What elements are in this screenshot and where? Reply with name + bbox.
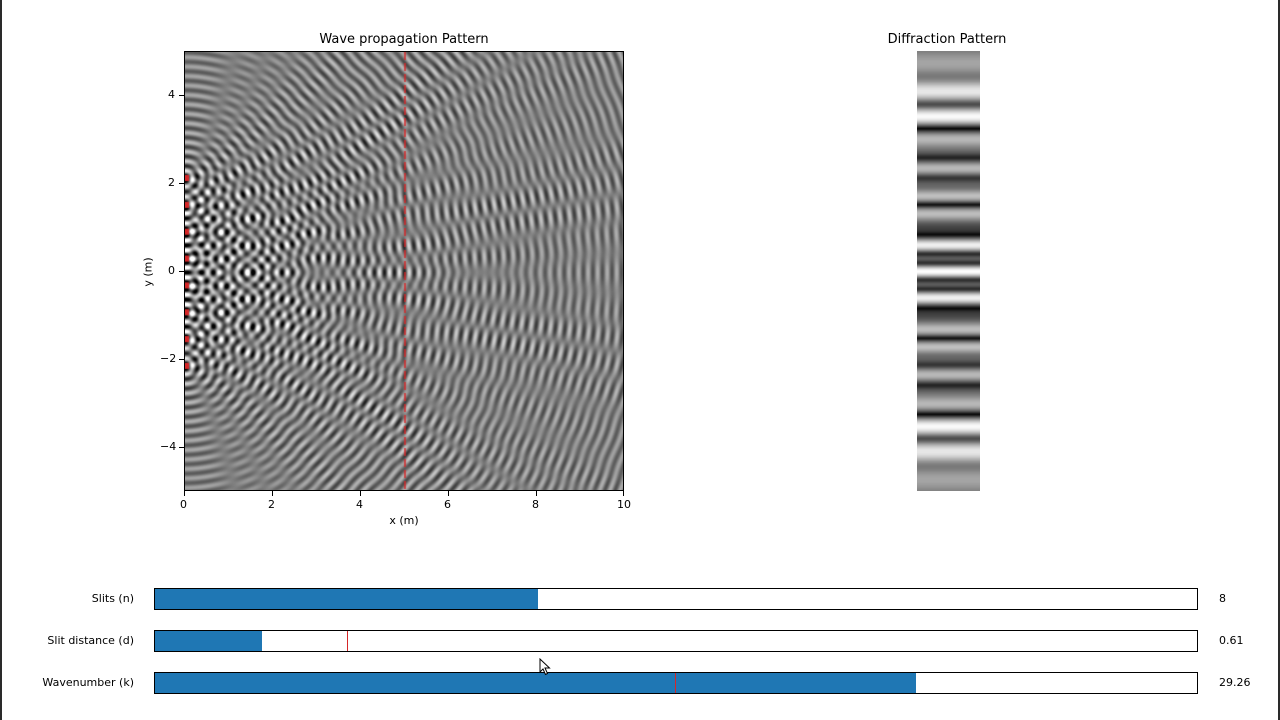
slider-value-slit-distance: 0.61: [1219, 634, 1244, 647]
slider-value-slits: 8: [1219, 592, 1226, 605]
y-tick: [179, 271, 184, 272]
slider-label-wavenumber: Wavenumber (k): [42, 676, 134, 689]
wavenumber-slider[interactable]: [154, 672, 1198, 694]
slider-label-slit-distance: Slit distance (d): [47, 634, 134, 647]
wavenumber-slider-fill: [155, 673, 916, 693]
slit-distance-slider-fill: [155, 631, 263, 651]
x-tick-label: 0: [180, 498, 187, 511]
y-tick: [179, 95, 184, 96]
x-tick: [272, 491, 273, 496]
y-tick-label: −4: [160, 440, 177, 453]
y-tick-label: 2: [168, 176, 175, 189]
x-tick: [448, 491, 449, 496]
wavenumber-initial-marker: [674, 673, 676, 693]
x-tick: [360, 491, 361, 496]
wave-plot-axes[interactable]: [184, 51, 624, 491]
x-tick-label: 8: [532, 498, 539, 511]
x-tick: [536, 491, 537, 496]
x-tick-label: 6: [444, 498, 451, 511]
y-tick-label: −2: [160, 352, 177, 365]
x-tick: [623, 491, 624, 496]
slits-slider[interactable]: [154, 588, 1198, 610]
window-edge-left: [0, 0, 2, 720]
window-edge-right: [1278, 0, 1280, 720]
x-axis-label: x (m): [389, 514, 419, 527]
x-tick-label: 2: [268, 498, 275, 511]
slit-distance-initial-marker: [346, 631, 348, 651]
y-tick-label: 4: [168, 88, 175, 101]
x-tick-label: 10: [617, 498, 631, 511]
y-tick: [179, 359, 184, 360]
diffraction-plot-title: Diffraction Pattern: [887, 32, 1007, 47]
diffraction-plot-axes[interactable]: [917, 51, 980, 491]
y-tick: [179, 447, 184, 448]
slits-slider-fill: [155, 589, 539, 609]
wave-plot-title: Wave propagation Pattern: [319, 32, 489, 47]
slider-label-slits: Slits (n): [91, 592, 134, 605]
slit-distance-slider[interactable]: [154, 630, 1198, 652]
wave-interference-image: [185, 52, 623, 490]
slider-value-wavenumber: 29.26: [1219, 676, 1251, 689]
x-tick-label: 4: [356, 498, 363, 511]
x-tick: [184, 491, 185, 496]
y-tick-label: 0: [168, 264, 175, 277]
mouse-pointer-icon: [539, 658, 551, 676]
y-axis-label: y (m): [141, 257, 155, 287]
diffraction-intensity-image: [917, 51, 980, 491]
y-tick: [179, 183, 184, 184]
